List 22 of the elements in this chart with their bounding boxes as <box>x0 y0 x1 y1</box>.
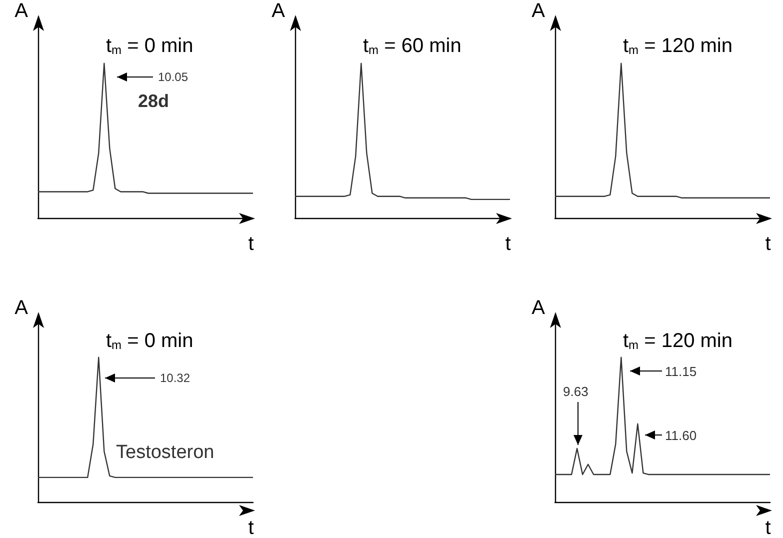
x-axis-title: t <box>505 233 512 255</box>
chart-title: tm = 0 min <box>106 330 194 352</box>
chart-title: tm = 120 min <box>623 35 733 57</box>
annotation: 9.63 <box>563 384 588 399</box>
annotation: 11.15 <box>665 364 697 379</box>
chart-title: tm = 120 min <box>623 330 733 352</box>
annotation: 11.60 <box>665 428 697 443</box>
x-axis-title: t <box>248 233 254 255</box>
x-axis-title: t <box>765 233 772 255</box>
chart-title: tm = 60 min <box>363 35 462 57</box>
y-axis-title: A <box>532 297 546 319</box>
annotation: 28d <box>138 91 170 111</box>
x-axis-title: t <box>248 517 254 538</box>
y-axis-title: A <box>532 0 546 22</box>
x-axis-title: t <box>765 517 772 538</box>
annotation: Testosteron <box>116 442 214 463</box>
annotation: 10.32 <box>160 371 190 385</box>
y-axis-title: A <box>272 0 286 22</box>
y-axis-title: A <box>14 297 29 319</box>
chart-title: tm = 0 min <box>106 35 194 57</box>
y-axis-title: A <box>14 0 29 22</box>
annotation: 10.05 <box>158 70 188 84</box>
